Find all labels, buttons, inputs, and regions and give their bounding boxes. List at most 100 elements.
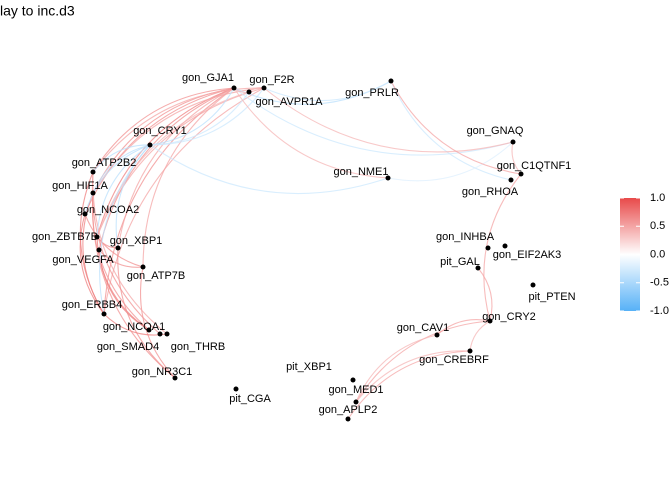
edge	[469, 320, 491, 352]
node-point	[164, 331, 170, 337]
edge	[82, 192, 105, 315]
node-label: gon_SMAD4	[97, 341, 159, 353]
node-point	[115, 245, 121, 251]
edge	[142, 87, 235, 268]
node-label: gon_INHBA	[436, 231, 495, 243]
node-label: gon_NCOA2	[77, 204, 139, 216]
node-label: gon_ATP2B2	[72, 157, 137, 169]
node-label: pit_XBP1	[286, 361, 332, 373]
node-label: gon_ATP7B	[127, 270, 186, 282]
node-point	[146, 327, 152, 333]
node-point	[345, 416, 351, 422]
edge	[84, 87, 235, 215]
edge	[347, 350, 471, 420]
node-point	[147, 142, 153, 148]
node-label: gon_THRB	[171, 341, 225, 353]
edge	[117, 247, 176, 379]
edge	[92, 144, 151, 173]
node-label: gon_XBP1	[110, 235, 163, 247]
node-label: gon_CREBRF	[419, 354, 489, 366]
node-label: gon_CRY1	[133, 125, 187, 137]
colorbar-label: 0.0	[650, 248, 665, 260]
edge	[263, 87, 514, 153]
edge	[115, 144, 151, 249]
colorbar-label: 1.0	[650, 192, 665, 204]
edge	[390, 80, 522, 175]
edge	[103, 87, 265, 315]
title: lay to inc.d3	[0, 3, 75, 19]
edge	[84, 144, 151, 215]
edge	[92, 87, 265, 173]
node-label: gon_GNAQ	[467, 125, 524, 137]
edge	[149, 144, 389, 195]
edge	[511, 141, 522, 175]
node-label: gon_GJA1	[182, 72, 234, 84]
node-point	[101, 311, 107, 317]
node-label: pit_CGA	[229, 393, 271, 405]
node-label: pit_GAL	[440, 256, 480, 268]
edge	[233, 87, 389, 179]
node-label: gon_CAV1	[397, 322, 449, 334]
node-point	[502, 243, 508, 249]
edge	[355, 334, 438, 403]
edge	[477, 267, 493, 322]
node-point	[96, 247, 102, 253]
edge	[91, 192, 150, 331]
node-point	[353, 399, 359, 405]
edge	[233, 87, 514, 156]
node-label: gon_C1QTNF1	[497, 160, 572, 172]
edge	[355, 350, 471, 403]
edge	[96, 91, 250, 238]
node-point	[518, 171, 524, 177]
edge	[390, 80, 512, 181]
edge	[355, 320, 491, 403]
node-point	[508, 177, 514, 183]
colorbar-label: -0.5	[650, 277, 669, 289]
edge	[96, 144, 151, 238]
node-label: gon_HIF1A	[52, 180, 108, 192]
node-label: gon_F2R	[249, 74, 294, 86]
edge	[92, 144, 151, 194]
node-label: pit_PTEN	[528, 291, 575, 303]
node-label: gon_RHOA	[462, 186, 519, 198]
node-point	[82, 211, 88, 217]
node-point	[530, 282, 536, 288]
node-point	[261, 85, 267, 91]
node-point	[157, 331, 163, 337]
node-label: gon_ZBTB7B	[32, 231, 98, 243]
node-label: gon_AVPR1A	[255, 96, 323, 108]
edge	[263, 80, 392, 102]
edge	[92, 87, 265, 194]
node-point	[385, 175, 391, 181]
node-point	[485, 245, 491, 251]
node-point	[90, 169, 96, 175]
node-label: gon_ERBB4	[62, 299, 123, 311]
node-label: gon_PRLR	[345, 87, 399, 99]
colorbar	[620, 198, 640, 311]
node-point	[487, 318, 493, 324]
node-point	[475, 265, 481, 271]
colorbar-label: 0.5	[650, 220, 665, 232]
colorbar-label: -1.0	[650, 305, 669, 317]
node-label: gon_VEGFA	[52, 254, 114, 266]
node-point	[231, 85, 237, 91]
edge	[483, 173, 522, 322]
edge	[149, 87, 235, 146]
node-label: gon_NME1	[333, 166, 388, 178]
node-point	[140, 264, 146, 270]
node-point	[467, 348, 473, 354]
node-point	[510, 139, 516, 145]
edge	[117, 87, 235, 249]
edge	[84, 213, 144, 268]
node-point	[350, 377, 356, 383]
edge	[96, 87, 265, 238]
node-label: gon_NCOA1	[103, 321, 165, 333]
node-label: gon_NR3C1	[132, 366, 193, 378]
node-point	[233, 386, 239, 392]
node-label: gon_CRY2	[482, 311, 536, 323]
edge	[92, 87, 235, 173]
node-point	[172, 375, 178, 381]
node-point	[246, 89, 252, 95]
node-label: gon_APLP2	[319, 404, 378, 416]
